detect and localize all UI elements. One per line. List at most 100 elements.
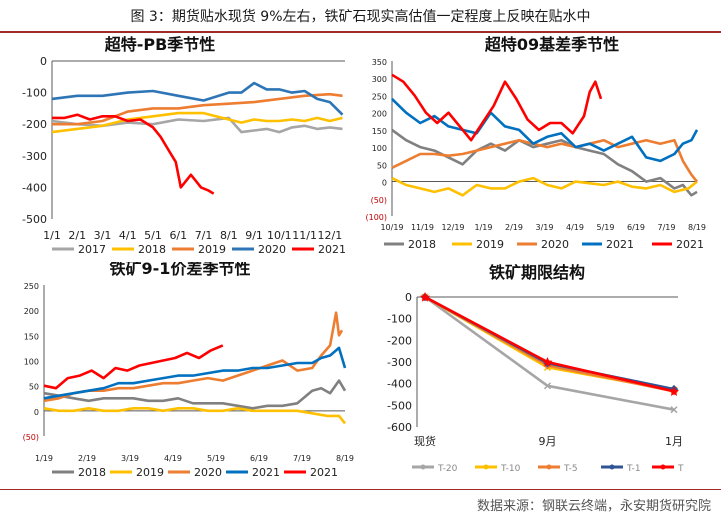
legend-label: T-10 (500, 464, 521, 474)
chart-iron-9-1-spread: 铁矿9-1价差季节性 250 200 150 100 50 0 (50) 1/19 2/19 3/1… (23, 262, 354, 479)
legend-label: 2021 (252, 466, 280, 479)
x-tick-label: 1月 (665, 435, 683, 448)
y-tick-label: 150 (24, 332, 39, 341)
series-line-T-20 (424, 295, 675, 411)
panel-chaote-basis: 超特09基差季节性 350 300 250 200 150 100 50 0 (50) (100) 1… (362, 34, 721, 264)
legend-label: 2020 (541, 238, 569, 251)
series-line-2020 (391, 138, 699, 183)
legend-label: 2021 (318, 243, 346, 256)
series-line-2018 (51, 111, 343, 134)
series-line-T-1 (424, 295, 675, 391)
legend-marker (420, 464, 426, 470)
x-tick-label: 现货 (414, 434, 436, 448)
legend-label: 2021 (676, 238, 704, 251)
y-tick-label: (50) (23, 433, 39, 442)
y-tick-label: -100 (387, 313, 412, 326)
series-line-2021 (52, 113, 215, 195)
y-tick-label: -200 (22, 118, 47, 131)
x-tick-label: 2/19 (505, 223, 523, 232)
y-tick-label: (50) (371, 196, 387, 205)
legend-label: 2019 (136, 466, 164, 479)
x-tick-label: 7/1 (195, 229, 213, 242)
figure-header: 图 3：期货贴水现货 9%左右，铁矿石现实高估值一定程度上反映在贴水中 (0, 0, 721, 32)
data-point-marker (670, 406, 678, 414)
x-tick-label: 6/19 (250, 454, 268, 463)
y-tick-label: 250 (372, 92, 387, 101)
x-tick-label: 7/19 (293, 454, 311, 463)
x-tick-label: 8/1 (220, 229, 238, 242)
y-tick-label: (100) (365, 213, 387, 222)
legend-label: 2020 (194, 466, 222, 479)
figure-title: 图 3：期货贴水现货 9%左右，铁矿石现实高估值一定程度上反映在贴水中 (130, 9, 591, 25)
y-tick-label: -500 (387, 399, 412, 412)
y-tick-label: -100 (22, 87, 47, 100)
legend-label: T (677, 464, 684, 474)
x-tick-label: 2/19 (78, 454, 96, 463)
y-tick-label: 150 (372, 127, 387, 136)
legend-label: T-20 (437, 464, 458, 474)
series-line-T (424, 295, 675, 393)
x-tick-label: 1/19 (475, 223, 493, 232)
y-tick-label: 50 (377, 161, 387, 170)
legend-marker (660, 464, 666, 470)
y-tick-label: 100 (372, 144, 387, 153)
x-tick-label: 9/1 (245, 229, 263, 242)
x-tick-label: 5/19 (597, 223, 615, 232)
chart-chaote-pb-seasonality: 超特-PB季节性 0 -100 -200 -300 -400 -500 1/1 2/1 3/1 4/… (22, 35, 346, 256)
series-line-2020 (43, 311, 344, 403)
y-tick-label: 350 (372, 58, 387, 67)
y-tick-label: -600 (387, 421, 412, 434)
x-tick-label: 9月 (539, 435, 557, 448)
x-tick-label: 3/1 (94, 229, 112, 242)
y-tick-label: -400 (387, 378, 412, 391)
legend-label: 2021 (606, 238, 634, 251)
series-line-T-10 (424, 295, 675, 392)
panel-term-structure: 铁矿期限结构 0 -100 -200 -300 -400 -500 -600 现货 9月 1月 T-2… (362, 262, 721, 488)
x-tick-label: 10/19 (380, 223, 403, 232)
data-point-marker (543, 382, 552, 390)
x-tick-label: 2/1 (68, 229, 86, 242)
series-line-2018 (391, 128, 698, 197)
series-line-2021 (43, 346, 347, 400)
x-tick-label: 12/19 (441, 223, 464, 232)
x-tick-label: 7/19 (658, 223, 676, 232)
x-tick-label: 6/1 (169, 229, 187, 242)
footer-rule (0, 489, 721, 490)
legend-label: 2018 (408, 238, 436, 251)
series-line-2019 (391, 176, 698, 197)
chart-chaote-basis-seasonality: 超特09基差季节性350300250200150100500(50)(100)1… (365, 35, 706, 251)
legend-label: T-1 (626, 464, 641, 474)
y-tick-label: -400 (22, 181, 47, 194)
series-line-2021 (391, 97, 699, 163)
panel-chaote-pb: 超特-PB季节性 0 -100 -200 -300 -400 -500 1/1 2/1 3/1 4/… (0, 34, 360, 264)
x-tick-label: 6/19 (627, 223, 645, 232)
chart-title: 铁矿9-1价差季节性 (110, 262, 251, 278)
y-tick-label: -500 (22, 213, 47, 226)
x-tick-label: 5/1 (144, 229, 162, 242)
x-tick-label: 1/19 (35, 454, 53, 463)
y-tick-label: 100 (24, 358, 39, 367)
y-tick-label: 0 (405, 291, 412, 304)
series-line-2020 (51, 81, 344, 116)
legend-label: 2018 (78, 466, 106, 479)
x-tick-label: 4/1 (119, 229, 137, 242)
x-tick-label: 5/19 (207, 454, 225, 463)
y-tick-label: -300 (387, 356, 412, 369)
legend-label: T-5 (563, 464, 578, 474)
data-point-marker (669, 386, 679, 397)
legend-label: 2018 (138, 243, 166, 256)
legend-marker (483, 464, 489, 470)
y-tick-label: -300 (22, 150, 47, 163)
chart-title: 铁矿期限结构 (489, 263, 585, 282)
chart-title: 超特09基差季节性 (484, 35, 619, 54)
data-source: 数据来源：钢联云终端，永安期货研究院 (476, 499, 711, 514)
y-tick-label: 50 (29, 383, 39, 392)
series-line-2017 (51, 116, 343, 134)
legend-label: 2021 (310, 466, 338, 479)
y-tick-label: 300 (372, 75, 387, 84)
x-tick-label: 3/19 (536, 223, 554, 232)
y-tick-label: 0 (34, 408, 39, 417)
chart-title: 超特-PB季节性 (104, 35, 216, 54)
y-tick-label: 200 (24, 307, 39, 316)
